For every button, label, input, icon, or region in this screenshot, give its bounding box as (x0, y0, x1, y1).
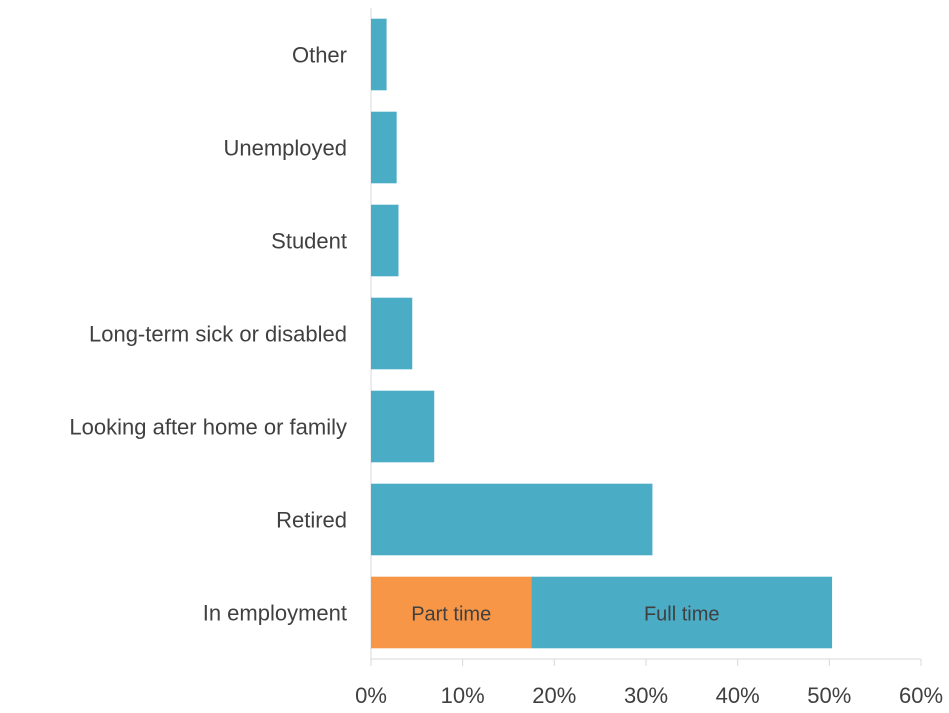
x-tick-label: 60% (899, 683, 943, 708)
bar-segment (371, 576, 532, 649)
x-tick-label: 20% (532, 683, 576, 708)
category-label: Other (292, 43, 347, 68)
x-tick-label: 50% (807, 683, 851, 708)
bar-segment (371, 483, 653, 556)
x-tick-label: 40% (716, 683, 760, 708)
bar-segment (371, 390, 435, 463)
x-tick-label: 30% (624, 683, 668, 708)
bar-segment (371, 297, 413, 370)
segment-label: Full time (644, 604, 720, 626)
bar-segment (371, 18, 387, 91)
bar-segment (531, 576, 833, 649)
category-label: In employment (203, 601, 347, 626)
x-tick-label: 10% (441, 683, 485, 708)
labels: In employment Part time Full time Retired Lo… (69, 43, 719, 626)
bar-segment (371, 204, 399, 277)
axes: 0% 10% 20% 30% 40% 50% 60% (355, 8, 943, 708)
category-label: Looking after home or family (69, 415, 347, 440)
category-label: Long-term sick or disabled (89, 322, 347, 347)
x-tick-label: 0% (355, 683, 387, 708)
bar-segment (371, 111, 397, 184)
category-label: Retired (276, 508, 347, 533)
segment-label: Part time (411, 604, 491, 626)
bars (371, 18, 833, 649)
category-label: Student (271, 229, 347, 254)
category-label: Unemployed (223, 136, 347, 161)
